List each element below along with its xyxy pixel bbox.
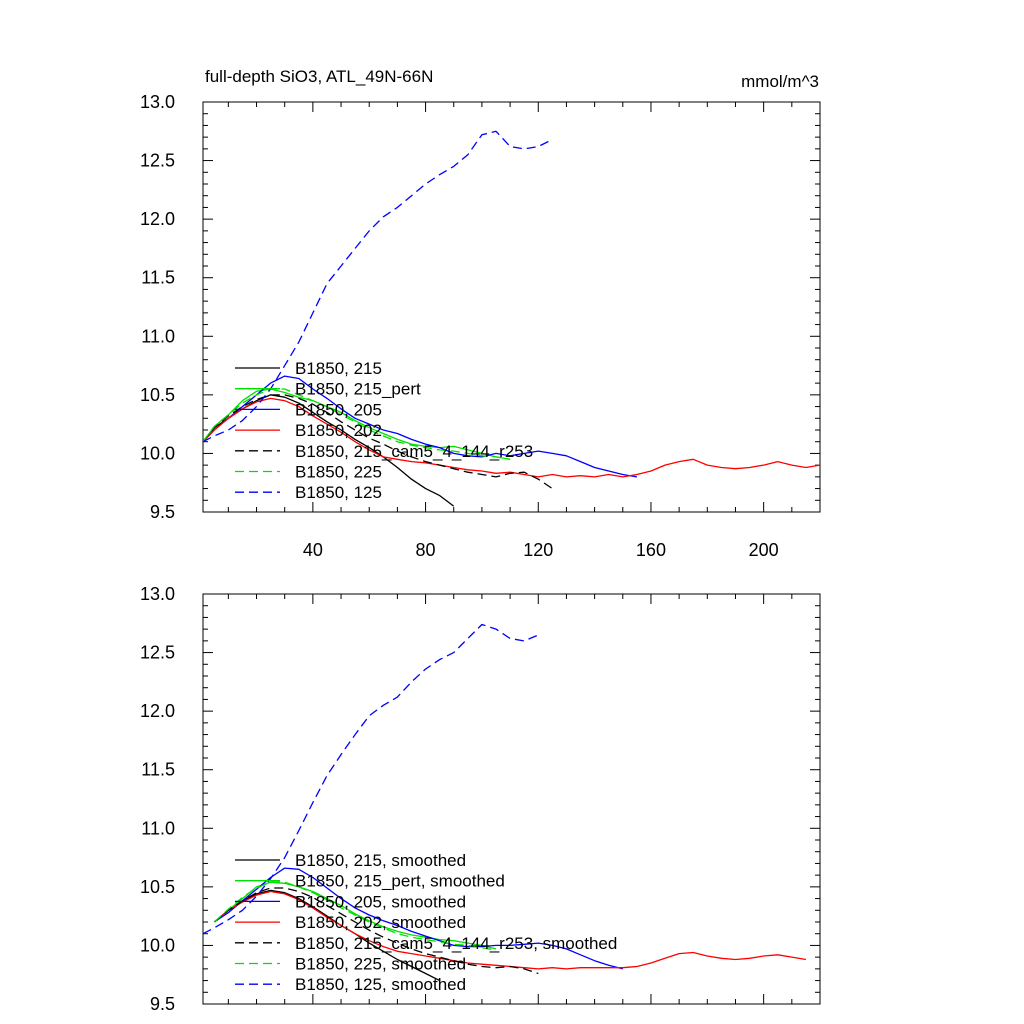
series-line-b1850-125 [203,130,553,443]
series-line-b1850-225-smoothed [213,881,497,951]
y-tick-label: 12.0 [140,209,175,229]
series-line-b1850-205-smoothed [213,867,623,970]
plot-frame [202,101,821,513]
top-panel: 9.5 10.0 10.5 11.0 11.5 12.0 12.5 13.0 40 80 120 16… [140,67,821,560]
y-tick-label: 10.0 [140,443,175,463]
legend-label: B1850, 205 [295,400,382,419]
y-tick-label: 12.5 [140,151,175,171]
chart-title: full-depth SiO3, ATL_49N-66N [205,67,433,86]
y-tick-label: 10.5 [140,877,175,897]
y-tick-label: 13.0 [140,584,175,604]
series-line-b1850-205 [203,375,638,478]
bottom-panel: 9.5 10.0 10.5 11.0 11.5 12.0 12.5 13.0 B1850, 21… [140,584,821,1014]
legend-label: B1850, 225, smoothed [295,955,466,974]
legend-label: B1850, 202, smoothed [295,913,466,932]
plot-frame [202,593,821,1005]
x-tick-label: 40 [303,540,323,560]
y-tick-label: 12.0 [140,701,175,721]
legend-label: B1850, 225 [295,463,382,482]
x-tick-label: 200 [749,540,779,560]
y-tick-label: 10.0 [140,935,175,955]
legend-label: B1850, 125, smoothed [295,975,466,994]
legend-label: B1850, 215_pert [295,380,421,399]
y-tick-label: 11.5 [141,760,175,780]
y-tick-label: 9.5 [150,502,175,522]
series-line-b1850-125-smoothed [203,623,539,935]
y-tick-label: 10.5 [140,385,175,405]
legend-label: B1850, 215, smoothed [295,851,466,870]
series-line-b1850-215-smoothed [213,889,440,982]
y-tick-label: 12.5 [140,643,175,663]
y-tick-label: 11.0 [141,326,175,346]
x-tick-label: 160 [636,540,666,560]
units-label: mmol/m^3 [741,72,819,91]
y-tick-label: 11.5 [141,268,175,288]
legend-label: B1850, 215_cam5_4_144_r253, smoothed [295,934,617,953]
legend-label: B1850, 125 [295,483,382,502]
y-tick-label: 11.0 [141,818,175,838]
series-line-b1850-215-cam5-4-144-r253 [203,394,553,490]
series-line-b1850-215-pert [203,388,511,460]
legend-label: B1850, 215_pert, smoothed [295,872,505,891]
y-tick-label: 13.0 [140,92,175,112]
series-line-b1850-202 [203,397,820,478]
legend-label: B1850, 205, smoothed [295,892,466,911]
x-tick-label: 80 [416,540,436,560]
legend-label: B1850, 202 [295,421,382,440]
x-tick-label: 120 [523,540,553,560]
series-line-b1850-225 [203,388,511,460]
legend-label: B1850, 215 [295,359,382,378]
y-tick-label: 9.5 [150,994,175,1014]
series-line-b1850-215-cam5-4-144-r253-smoothed [213,887,539,975]
legend-label: B1850, 215_cam5_4_144_r253 [295,442,533,461]
